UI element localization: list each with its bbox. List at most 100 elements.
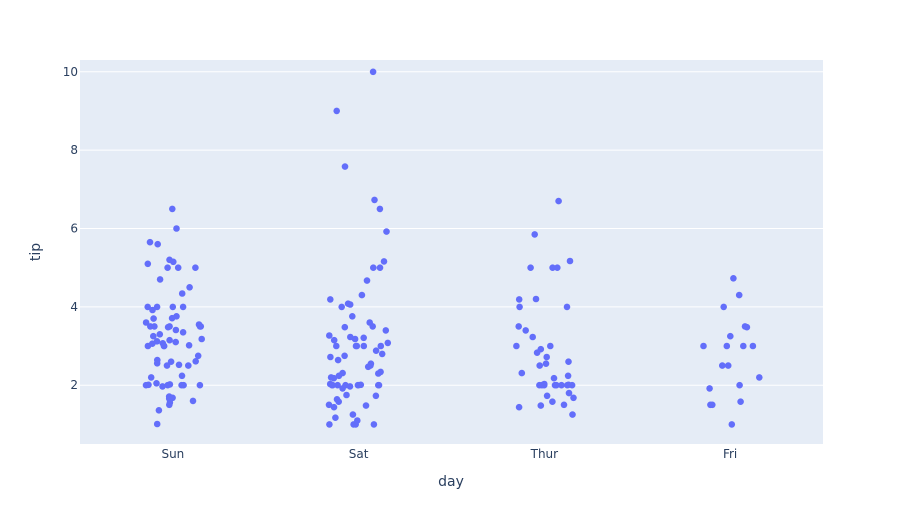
data-point[interactable] bbox=[568, 381, 576, 389]
data-point[interactable] bbox=[727, 332, 734, 340]
data-point[interactable] bbox=[709, 401, 716, 409]
data-point[interactable] bbox=[354, 381, 362, 389]
data-point[interactable] bbox=[333, 342, 340, 350]
data-point[interactable] bbox=[334, 356, 342, 364]
data-point[interactable] bbox=[376, 205, 384, 213]
data-point[interactable] bbox=[341, 163, 349, 170]
data-point[interactable] bbox=[185, 342, 193, 349]
data-point[interactable] bbox=[353, 342, 361, 350]
data-point[interactable] bbox=[326, 332, 333, 339]
data-point[interactable] bbox=[736, 381, 743, 389]
data-point[interactable] bbox=[327, 296, 334, 303]
data-point[interactable] bbox=[352, 421, 360, 428]
data-point[interactable] bbox=[166, 401, 173, 409]
data-point[interactable] bbox=[749, 342, 757, 350]
data-point[interactable] bbox=[189, 397, 197, 405]
data-point[interactable] bbox=[142, 319, 150, 326]
data-point[interactable] bbox=[730, 275, 737, 282]
data-point[interactable] bbox=[159, 383, 166, 390]
data-point[interactable] bbox=[375, 370, 382, 377]
data-point[interactable] bbox=[537, 402, 545, 409]
data-point[interactable] bbox=[338, 303, 346, 311]
data-point[interactable] bbox=[346, 383, 354, 390]
data-point[interactable] bbox=[565, 389, 573, 397]
data-point[interactable] bbox=[737, 398, 744, 406]
data-point[interactable] bbox=[516, 303, 523, 311]
data-point[interactable] bbox=[330, 336, 338, 344]
data-point[interactable] bbox=[174, 264, 182, 272]
data-point[interactable] bbox=[163, 362, 171, 369]
data-point[interactable] bbox=[735, 291, 743, 299]
data-point[interactable] bbox=[369, 68, 377, 76]
data-point[interactable] bbox=[384, 339, 392, 347]
data-point[interactable] bbox=[533, 349, 541, 357]
data-point[interactable] bbox=[372, 347, 380, 355]
data-point[interactable] bbox=[144, 260, 152, 268]
data-point[interactable] bbox=[192, 264, 199, 272]
data-point[interactable] bbox=[700, 342, 707, 350]
data-point[interactable] bbox=[153, 380, 160, 387]
data-point[interactable] bbox=[330, 374, 338, 382]
data-point[interactable] bbox=[346, 301, 354, 308]
data-point[interactable] bbox=[564, 372, 572, 380]
data-point[interactable] bbox=[349, 313, 356, 320]
data-point[interactable] bbox=[153, 360, 161, 367]
data-point[interactable] bbox=[378, 350, 386, 358]
data-point[interactable] bbox=[185, 362, 192, 369]
data-point[interactable] bbox=[196, 323, 204, 330]
data-point[interactable] bbox=[179, 329, 187, 336]
data-point[interactable] bbox=[547, 342, 554, 350]
data-point[interactable] bbox=[164, 264, 171, 272]
data-point[interactable] bbox=[564, 381, 571, 389]
data-point[interactable] bbox=[532, 295, 540, 303]
data-point[interactable] bbox=[144, 303, 151, 311]
data-point[interactable] bbox=[164, 381, 171, 389]
data-point[interactable] bbox=[529, 333, 536, 341]
data-point[interactable] bbox=[543, 392, 551, 400]
data-point[interactable] bbox=[150, 315, 157, 322]
data-point[interactable] bbox=[570, 394, 577, 402]
data-point[interactable] bbox=[326, 421, 333, 428]
data-point[interactable] bbox=[360, 334, 368, 342]
data-point[interactable] bbox=[198, 335, 205, 343]
data-point[interactable] bbox=[142, 381, 150, 389]
data-point[interactable] bbox=[522, 327, 529, 334]
data-point[interactable] bbox=[339, 385, 346, 392]
data-point[interactable] bbox=[706, 385, 713, 392]
data-point[interactable] bbox=[156, 331, 164, 338]
data-point[interactable] bbox=[518, 369, 526, 377]
data-point[interactable] bbox=[375, 381, 383, 389]
data-point[interactable] bbox=[531, 231, 538, 238]
data-point[interactable] bbox=[194, 352, 202, 360]
data-point[interactable] bbox=[172, 338, 179, 346]
data-point[interactable] bbox=[192, 358, 199, 365]
data-point[interactable] bbox=[169, 205, 176, 213]
data-point[interactable] bbox=[332, 414, 339, 422]
data-point[interactable] bbox=[550, 374, 558, 382]
data-point[interactable] bbox=[565, 358, 572, 366]
data-point[interactable] bbox=[515, 403, 523, 411]
data-point[interactable] bbox=[370, 264, 377, 272]
data-point[interactable] bbox=[743, 323, 751, 331]
data-point[interactable] bbox=[370, 421, 378, 428]
data-point[interactable] bbox=[558, 381, 565, 389]
data-point[interactable] bbox=[186, 284, 193, 291]
data-point[interactable] bbox=[333, 107, 341, 115]
data-point[interactable] bbox=[335, 398, 343, 406]
data-point[interactable] bbox=[169, 303, 177, 311]
data-point[interactable] bbox=[156, 276, 164, 283]
data-point[interactable] bbox=[329, 381, 337, 389]
data-point[interactable] bbox=[382, 327, 390, 334]
data-point[interactable] bbox=[371, 196, 378, 204]
data-point[interactable] bbox=[555, 197, 562, 205]
data-point[interactable] bbox=[377, 342, 385, 350]
data-point[interactable] bbox=[376, 264, 384, 272]
data-point[interactable] bbox=[172, 326, 180, 334]
data-point[interactable] bbox=[369, 323, 377, 330]
data-point[interactable] bbox=[553, 381, 560, 389]
data-point[interactable] bbox=[155, 407, 163, 414]
data-point[interactable] bbox=[341, 352, 348, 360]
data-point[interactable] bbox=[740, 342, 747, 350]
data-point[interactable] bbox=[372, 392, 380, 400]
data-point[interactable] bbox=[147, 374, 155, 381]
